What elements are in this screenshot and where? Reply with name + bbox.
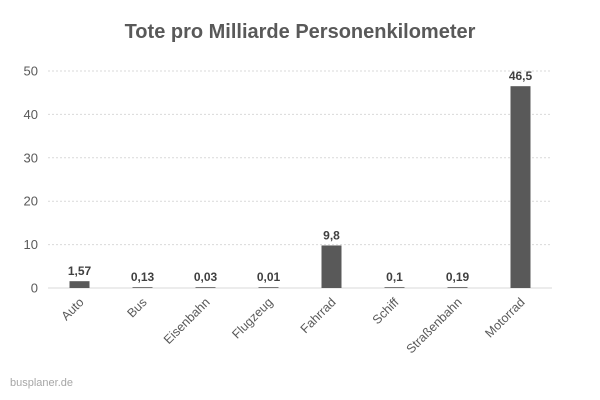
bar [384, 287, 405, 288]
x-category-label: Auto [59, 295, 87, 323]
x-category-label: Schiff [370, 295, 402, 327]
bars [69, 86, 531, 288]
y-tick-label: 10 [24, 237, 38, 252]
bar [132, 287, 153, 288]
x-category-label: Bus [124, 295, 149, 320]
watermark: busplaner.de [10, 377, 73, 389]
data-label: 0,01 [257, 270, 281, 284]
x-category-label: Fahrrad [298, 295, 339, 336]
x-axis-categories: Auto Bus Eisenbahn Flugzeug Fahrrad Schiff Str… [59, 295, 528, 356]
x-category-label: Motorrad [482, 295, 527, 340]
bar [321, 245, 342, 288]
data-label: 46,5 [509, 69, 533, 83]
data-labels: 1,57 0,13 0,03 0,01 9,8 0,1 0,19 46,5 [68, 69, 533, 284]
data-label: 1,57 [68, 264, 92, 278]
bar [258, 287, 279, 288]
x-category-label: Flugzeug [229, 295, 275, 341]
y-tick-label: 30 [24, 150, 38, 165]
chart-title: Tote pro Milliarde Personenkilometer [125, 21, 476, 43]
y-tick-label: 50 [24, 64, 38, 79]
data-label: 0,03 [194, 270, 218, 284]
y-axis-ticks: 0 10 20 30 40 50 [24, 64, 38, 296]
bar [195, 287, 216, 288]
x-category-label: Straßenbahn [404, 295, 465, 356]
gridlines [48, 70, 552, 289]
y-tick-label: 40 [24, 107, 38, 122]
data-label: 0,19 [446, 270, 470, 284]
bar [447, 287, 468, 288]
data-label: 0,1 [386, 270, 403, 284]
y-tick-label: 0 [31, 281, 38, 296]
data-label: 9,8 [323, 228, 340, 242]
data-label: 0,13 [131, 270, 155, 284]
x-category-label: Eisenbahn [161, 295, 213, 347]
bar [69, 281, 90, 288]
y-tick-label: 20 [24, 194, 38, 209]
bar [510, 86, 531, 288]
